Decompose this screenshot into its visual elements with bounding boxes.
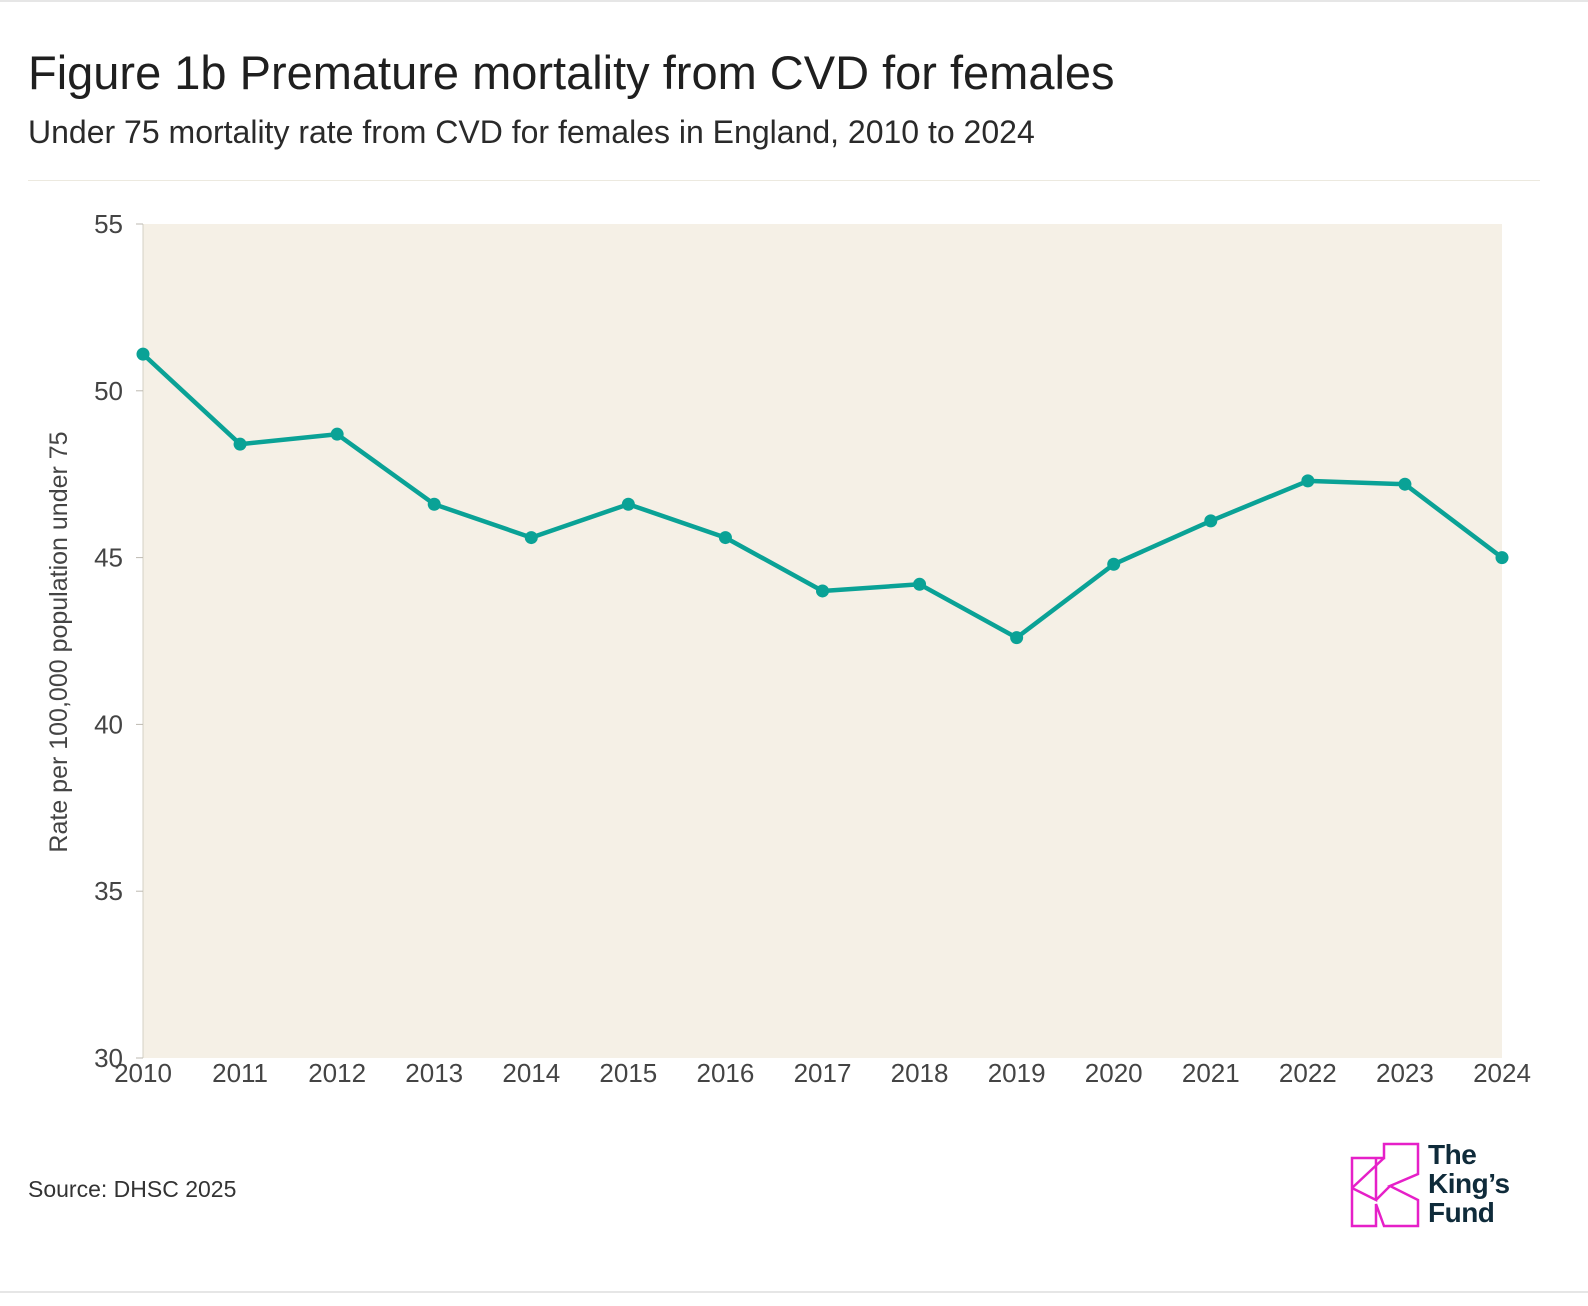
x-tick-label: 2010 — [114, 1058, 172, 1088]
header-divider — [28, 180, 1540, 181]
x-tick-label: 2023 — [1376, 1058, 1434, 1088]
x-tick-label: 2021 — [1182, 1058, 1240, 1088]
y-tick-label: 30 — [94, 1043, 123, 1073]
chart-title: Figure 1b Premature mortality from CVD f… — [28, 46, 1115, 99]
x-tick-label: 2016 — [697, 1058, 755, 1088]
logo-line-1: The — [1428, 1139, 1477, 1170]
x-tick-label: 2022 — [1279, 1058, 1337, 1088]
x-tick-label: 2014 — [502, 1058, 560, 1088]
data-point-2023[interactable] — [1398, 477, 1412, 491]
x-tick-label: 2015 — [599, 1058, 657, 1088]
logo-line-2: King’s — [1428, 1168, 1510, 1199]
y-tick-label: 55 — [94, 209, 123, 239]
data-point-2020[interactable] — [1107, 557, 1121, 571]
y-axis-label: Rate per 100,000 population under 75 — [45, 431, 73, 852]
data-point-2015[interactable] — [621, 497, 635, 511]
data-point-2018[interactable] — [913, 577, 927, 591]
x-tick-label: 2024 — [1473, 1058, 1531, 1088]
data-point-2019[interactable] — [1010, 631, 1024, 645]
data-point-2017[interactable] — [816, 584, 829, 598]
data-point-2013[interactable] — [427, 497, 441, 511]
kings-fund-logo: The King’s Fund — [1350, 1140, 1540, 1230]
x-tick-label: 2011 — [212, 1058, 268, 1088]
plot-area — [143, 224, 1502, 1058]
data-point-2022[interactable] — [1301, 474, 1315, 488]
data-point-2010[interactable] — [136, 347, 150, 361]
logo-wordmark: The King’s Fund — [1428, 1140, 1510, 1227]
y-tick-label: 50 — [94, 376, 123, 406]
source-note: Source: DHSC 2025 — [28, 1176, 237, 1202]
data-point-2014[interactable] — [524, 531, 538, 545]
x-tick-label: 2013 — [405, 1058, 463, 1088]
data-point-2012[interactable] — [330, 427, 344, 441]
data-point-2024[interactable] — [1495, 551, 1509, 565]
data-point-2016[interactable] — [718, 531, 732, 545]
x-tick-label: 2019 — [988, 1058, 1046, 1088]
bottom-border — [0, 1291, 1588, 1293]
data-point-2021[interactable] — [1204, 514, 1218, 528]
logo-line-3: Fund — [1428, 1197, 1495, 1228]
x-tick-label: 2020 — [1085, 1058, 1143, 1088]
data-point-2011[interactable] — [233, 437, 247, 451]
x-tick-label: 2017 — [794, 1058, 852, 1088]
y-tick-label: 35 — [94, 876, 123, 906]
top-border — [0, 0, 1588, 2]
y-tick-label: 45 — [94, 543, 123, 573]
chart-subtitle: Under 75 mortality rate from CVD for fem… — [28, 114, 1035, 150]
line-chart: 30 35 40 45 50 55 2010 2011 2012 2013 2014 2015 201… — [45, 209, 1531, 1088]
y-tick-label: 40 — [94, 709, 123, 739]
x-tick-label: 2012 — [308, 1058, 366, 1088]
x-tick-label: 2018 — [891, 1058, 949, 1088]
kings-fund-k-mark-icon — [1350, 1142, 1420, 1228]
